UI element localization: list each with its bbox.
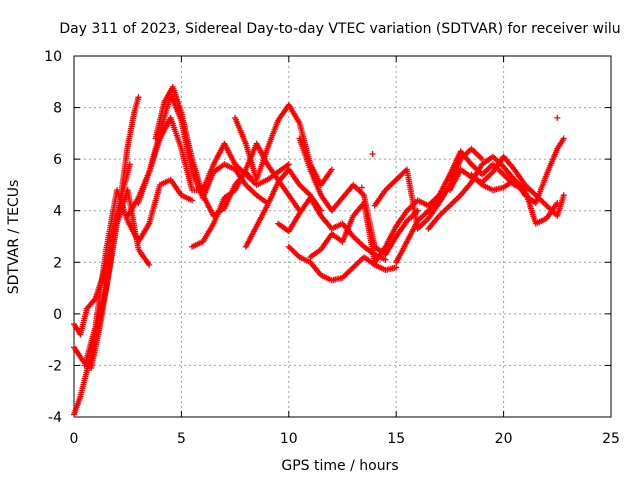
x-axis-label: GPS time / hours: [281, 458, 398, 474]
x-tick-labels: 0 5 10 15 20 25: [70, 431, 620, 447]
scatter-points: [81, 176, 196, 369]
x-tick-label: 5: [177, 431, 186, 447]
scatter-points: [393, 148, 529, 266]
y-tick-label: 2: [53, 255, 62, 271]
y-tick-label: 10: [44, 49, 62, 65]
x-tick-label: 25: [602, 431, 620, 447]
y-tick-labels: -4 -2 0 2 4 6 8 10: [44, 49, 62, 426]
y-tick-label: -4: [48, 410, 62, 426]
data-points: [71, 83, 567, 418]
chart-title: Day 311 of 2023, Sidereal Day-to-day VTE…: [59, 21, 620, 37]
series-prn-i: [232, 102, 335, 188]
x-tick-label: 10: [280, 431, 298, 447]
scatter-points: [307, 192, 443, 266]
plot-frame: [73, 55, 612, 418]
series-prn-n: [307, 192, 443, 266]
y-axis-label: SDTVAR / TECUs: [6, 180, 22, 295]
y-tick-label: 4: [53, 204, 62, 220]
x-tick-label: 0: [70, 431, 79, 447]
scatter-points: [189, 140, 303, 250]
series-prn-h: [189, 140, 303, 250]
series-prn-s: [468, 171, 561, 227]
scatter-points: [468, 171, 561, 227]
scatter-points: [358, 114, 561, 191]
series-prn-p: [393, 148, 529, 266]
scatter-points: [71, 187, 153, 371]
y-tick-label: 6: [53, 152, 62, 168]
scatter-points: [232, 102, 335, 188]
y-tick-label: 0: [53, 307, 62, 323]
axis-ticks: [73, 55, 612, 418]
series-prn-b: [71, 187, 153, 371]
y-tick-label: 8: [53, 101, 62, 117]
x-tick-label: 20: [495, 431, 513, 447]
y-tick-label: -2: [48, 358, 62, 374]
series-isolated: [358, 114, 561, 191]
series-prn-d: [81, 176, 196, 369]
x-tick-label: 15: [387, 431, 405, 447]
